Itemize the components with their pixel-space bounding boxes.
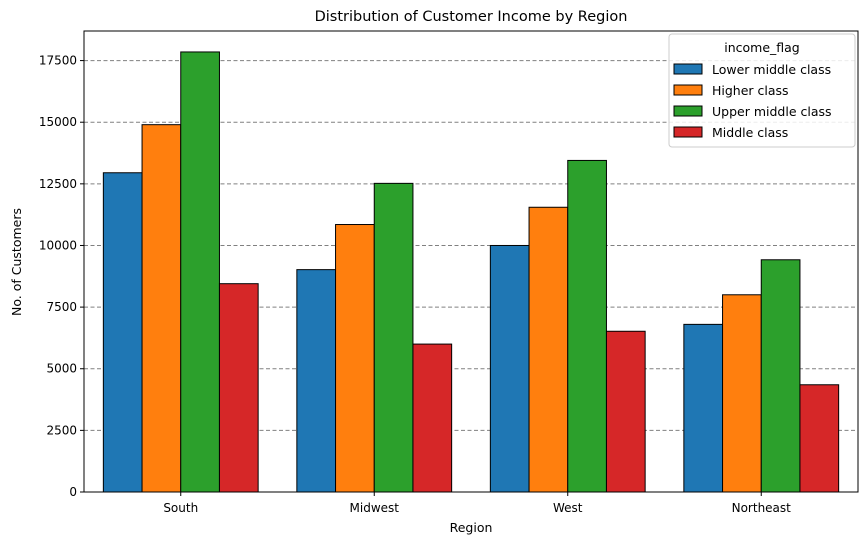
x-axis-ticks: South Midwest West Northeast (163, 492, 791, 515)
y-tick-label: 10000 (39, 238, 77, 252)
legend-label-upper-middle-class: Upper middle class (712, 104, 832, 119)
y-tick-label: 2500 (46, 423, 77, 437)
legend-title: income_flag (724, 40, 800, 55)
y-tick-label: 17500 (39, 54, 77, 68)
y-tick-label: 12500 (39, 177, 77, 191)
legend: income_flag Lower middle class Higher cla… (668, 33, 856, 148)
chart-title: Distribution of Customer Income by Regio… (315, 9, 628, 25)
y-tick-label: 15000 (39, 115, 77, 129)
legend-label-middle-class: Middle class (712, 125, 788, 140)
y-axis-ticks: 0 2500 5000 7500 10000 12500 15000 17500 (39, 54, 84, 499)
bar-northeast-upper-middle-class (760, 259, 801, 493)
y-tick-label: 7500 (46, 300, 77, 314)
bar-west-upper-middle-class (567, 159, 607, 493)
y-axis-label: No. of Customers (9, 208, 24, 316)
legend-swatch-higher-class (673, 84, 703, 96)
legend-label-lower-middle-class: Lower middle class (712, 62, 831, 77)
bar-northeast-higher-class (722, 294, 762, 493)
bar-midwest-upper-middle-class (373, 182, 414, 493)
bar-west-higher-class (528, 206, 569, 493)
bar-midwest-lower-middle-class (296, 269, 337, 493)
legend-swatch-upper-middle-class (673, 105, 703, 117)
x-tick-label: Northeast (732, 501, 792, 515)
bar-midwest-higher-class (335, 224, 375, 493)
bar-south-upper-middle-class (180, 51, 220, 493)
x-tick-label: West (553, 501, 583, 515)
bar-midwest-middle-class (412, 343, 453, 493)
bar-south-higher-class (141, 124, 182, 493)
x-tick-label: South (163, 501, 198, 515)
bar-west-middle-class (605, 330, 646, 493)
x-axis-label: Region (450, 520, 493, 535)
bar-northeast-middle-class (799, 384, 840, 493)
legend-items: Lower middle class Higher class Upper midd… (673, 62, 832, 140)
y-tick-label: 5000 (46, 362, 77, 376)
legend-swatch-middle-class (673, 126, 703, 138)
bar-northeast-lower-middle-class (683, 323, 724, 493)
legend-frame (668, 33, 856, 148)
legend-swatch-lower-middle-class (673, 63, 703, 75)
bar-south-lower-middle-class (102, 172, 143, 493)
bar-west-lower-middle-class (489, 244, 530, 493)
legend-label-higher-class: Higher class (712, 83, 789, 98)
plot-frame (83, 30, 859, 493)
y-tick-label: 0 (69, 485, 77, 499)
x-tick-label: Midwest (350, 501, 400, 515)
bar-south-middle-class (218, 283, 259, 493)
bars (102, 51, 840, 493)
axes (83, 30, 859, 493)
